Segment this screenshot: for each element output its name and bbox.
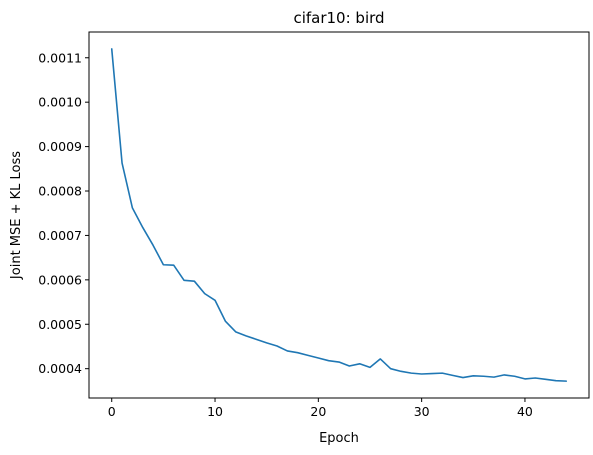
y-tick-label: 0.0009: [38, 139, 82, 154]
x-axis: 0 10 20 30 40: [108, 398, 533, 419]
x-tick-label: 30: [414, 404, 430, 419]
y-tick-label: 0.0005: [38, 317, 82, 332]
plot-frame: [88, 31, 590, 399]
x-tick-label: 0: [108, 404, 116, 419]
series-layer: [110, 48, 568, 382]
y-axis: 0.0004 0.0005 0.0006 0.0007 0.0008 0.0009 0.00…: [38, 50, 89, 376]
x-tick-label: 10: [207, 404, 223, 419]
y-tick-label: 0.0004: [38, 361, 82, 376]
y-tick-label: 0.0011: [38, 50, 82, 65]
x-axis-label: Epoch: [319, 431, 359, 446]
chart-title: cifar10: bird: [293, 9, 384, 27]
x-tick-label: 20: [310, 404, 326, 419]
x-tick-label: 40: [517, 404, 533, 419]
y-axis-label: Joint MSE + KL Loss: [9, 151, 24, 280]
y-tick-label: 0.0010: [38, 95, 82, 110]
y-tick-label: 0.0008: [38, 184, 82, 199]
series-line-0: [110, 48, 568, 382]
y-tick-label: 0.0006: [38, 272, 82, 287]
y-tick-label: 0.0007: [38, 228, 82, 243]
